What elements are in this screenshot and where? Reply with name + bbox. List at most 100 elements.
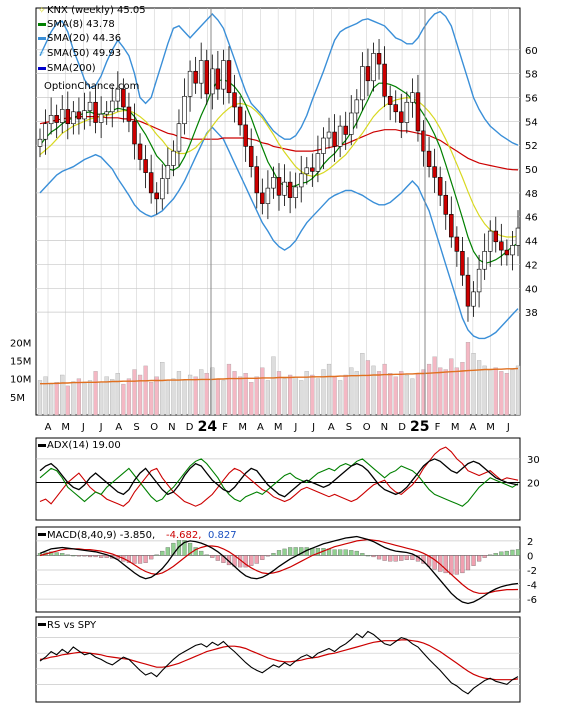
x-axis-label: N	[381, 422, 388, 433]
price-candle	[93, 101, 98, 123]
x-axis-label: A	[328, 422, 335, 433]
macd-histogram-bar	[65, 554, 70, 556]
x-axis-label: N	[168, 422, 175, 433]
macd-histogram-bar	[482, 555, 487, 558]
macd-histogram-bar	[210, 555, 215, 558]
price-candle	[443, 194, 448, 215]
volume-bar	[371, 365, 376, 416]
volume-bar	[93, 371, 98, 416]
price-candle	[482, 251, 487, 270]
price-candle	[71, 111, 76, 125]
price-candle	[37, 138, 43, 147]
adx-tick-label: 20	[527, 479, 540, 490]
price-candle	[326, 131, 332, 139]
price-candle	[160, 178, 165, 200]
volume-bar	[432, 356, 437, 416]
macd-histogram-bar	[160, 550, 165, 556]
price-candle	[432, 166, 437, 178]
price-candle	[187, 70, 193, 97]
price-tick-label: 58	[525, 70, 538, 81]
volume-bar	[393, 376, 398, 416]
volume-bar	[382, 363, 387, 416]
price-candle	[337, 125, 343, 147]
x-axis-label: 24	[198, 419, 218, 435]
volume-bar	[304, 371, 309, 416]
x-axis-label: M	[61, 422, 70, 433]
watermark: OptionChance.com	[44, 81, 139, 92]
price-candle	[293, 186, 298, 198]
x-axis-label: A	[115, 422, 122, 433]
volume-bar	[349, 367, 354, 416]
price-candle	[493, 230, 499, 243]
volume-bar	[210, 367, 215, 416]
macd-histogram-bar	[371, 555, 376, 558]
volume-bar	[171, 378, 176, 416]
price-candle	[399, 111, 404, 123]
volume-bar	[37, 380, 43, 416]
volume-bar	[293, 376, 298, 416]
volume-bar	[215, 378, 220, 416]
macd-histogram-bar	[499, 551, 504, 556]
legend-sma50: SMA(50) 49.93	[47, 48, 121, 59]
sma50-line	[39, 115, 519, 171]
price-candle	[148, 172, 154, 194]
price-panel: 38 40 42 44 46 48 50 52 54 56 58 60 5M 10M 15M 20M ✧ K…	[10, 5, 538, 416]
price-candle	[210, 68, 215, 95]
volume-bar	[354, 371, 359, 416]
price-candle	[437, 177, 443, 196]
macd-histogram-bar	[104, 555, 109, 558]
price-candle	[426, 150, 432, 167]
volume-bar	[510, 369, 515, 416]
volume-bar	[299, 380, 304, 416]
volume-bar	[499, 371, 504, 416]
price-y-tick-labels: 38 40 42 44 46 48 50 52 54 56 58 60	[525, 46, 538, 319]
volume-bar	[332, 376, 337, 416]
macd-histogram-bar	[54, 552, 59, 556]
price-candle	[276, 177, 282, 196]
volume-bar	[76, 378, 82, 416]
macd-histogram-bar	[376, 555, 382, 560]
price-candle	[321, 137, 326, 154]
volume-bar	[182, 380, 187, 416]
volume-bar	[260, 367, 265, 416]
price-candle	[376, 53, 382, 65]
volume-bar	[193, 376, 198, 416]
volume-bar	[204, 373, 209, 416]
macd-line	[39, 535, 519, 605]
macd-histogram-bar	[388, 555, 393, 562]
volume-bar	[126, 378, 132, 416]
price-candle	[260, 192, 265, 204]
price-candle	[287, 181, 293, 198]
legend-sma20: SMA(20) 44.36	[47, 33, 121, 44]
macd-y-tick-labels: -6 -4 -2 0 2	[527, 537, 537, 606]
macd-tick-label: 2	[527, 537, 533, 548]
volume-bars	[37, 342, 521, 416]
x-axis-label: J	[81, 422, 85, 433]
rs-legend: RS vs SPY	[47, 620, 97, 631]
rs-legend-swatch	[38, 623, 46, 626]
price-candle	[360, 66, 365, 101]
macd-histogram-bar	[99, 555, 104, 558]
lower-bollinger-band-line	[39, 126, 519, 340]
macd-histogram-bar	[460, 555, 465, 574]
volume-bar	[315, 378, 321, 416]
x-axis-label: D	[398, 422, 406, 433]
macd-panel: -6 -4 -2 0 2 MACD(8,40,9) -3.850, -4.682, 0.…	[35, 526, 537, 613]
price-candle	[87, 101, 93, 111]
price-candle	[204, 60, 209, 95]
volume-bar	[165, 380, 170, 416]
price-candle	[298, 173, 304, 188]
volume-bar	[143, 365, 148, 416]
price-candle	[304, 167, 310, 175]
macd-histogram-bar	[60, 553, 65, 556]
volume-bar	[404, 374, 409, 416]
x-axis-label: O	[363, 422, 371, 433]
volume-bar	[176, 371, 182, 416]
volume-bar	[199, 369, 204, 416]
volume-bar	[388, 373, 393, 416]
macd-histogram-bar	[338, 549, 343, 556]
adx-legend-swatch	[38, 444, 46, 447]
volume-bar	[87, 380, 93, 416]
price-candle	[254, 166, 260, 194]
